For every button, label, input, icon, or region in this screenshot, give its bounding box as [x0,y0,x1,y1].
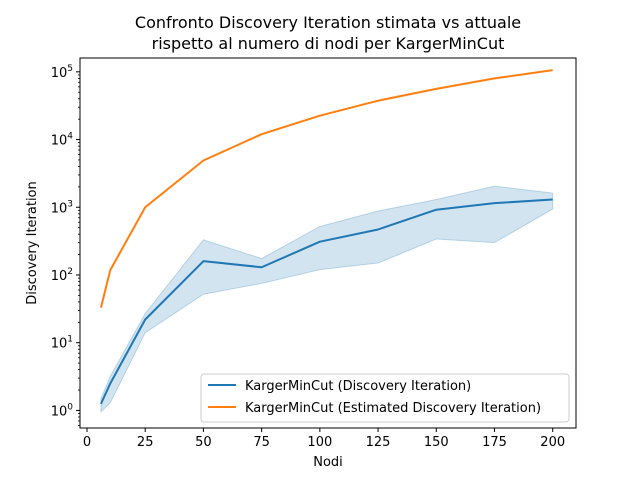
x-axis: 0 25 50 75 100 125 150 175 200 [83,428,565,450]
x-tick-label: 150 [424,435,449,450]
x-tick-label: 200 [540,435,565,450]
x-tick-label: 25 [137,435,154,450]
y-tick-label: 103 [51,199,73,216]
y-axis: 100 101 102 103 104 105 [51,64,80,426]
series-line-0 [100,198,553,405]
plot-area [99,69,554,414]
x-axis-label: Nodi [313,455,343,470]
y-tick-label: 102 [51,267,73,284]
y-tick-label: 100 [51,402,74,419]
x-tick-label: 50 [195,435,212,450]
series-line-1 [99,69,553,308]
legend: KargerMinCut (Discovery Iteration) Karge… [200,373,570,423]
legend-label-estimated: KargerMinCut (Estimated Discovery Iterat… [245,401,541,416]
confidence-band-0 [100,185,554,414]
y-tick-label: 104 [51,132,74,149]
chart-title-line1: Confronto Discovery Iteration stimata vs… [135,13,521,32]
x-tick-label: 100 [307,435,332,450]
y-tick-label: 105 [51,64,73,81]
legend-label-discovery: KargerMinCut (Discovery Iteration) [245,379,471,394]
legend-frame [200,373,570,423]
y-axis-label: Discovery Iteration [25,181,40,305]
chart-title-line2: rispetto al numero di nodi per KargerMin… [152,34,505,53]
x-tick-label: 125 [366,435,391,450]
x-tick-label: 175 [482,435,507,450]
x-tick-label: 0 [83,435,91,450]
y-tick-label: 101 [51,335,73,352]
x-tick-label: 75 [253,435,270,450]
